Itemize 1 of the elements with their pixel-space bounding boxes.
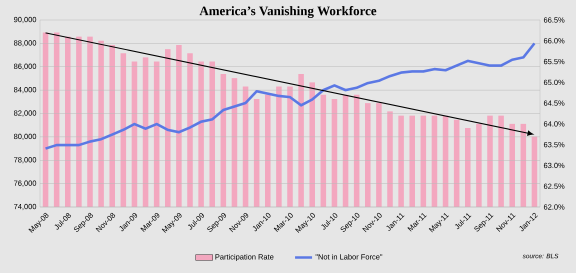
chart-title: America’s Vanishing Workforce: [200, 6, 376, 18]
